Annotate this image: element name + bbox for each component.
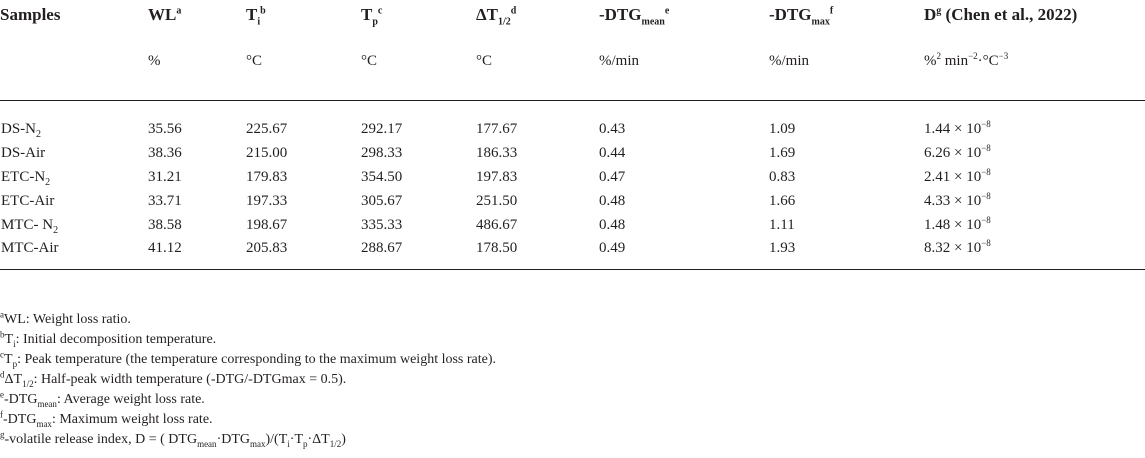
sample-cell: MTC- N2: [1, 216, 59, 236]
ti-cell: 198.67: [246, 216, 288, 233]
footnote-a: aWL: Weight loss ratio.: [0, 309, 131, 327]
tp-cell: 354.50: [361, 168, 403, 185]
header-samples: Samples: [0, 5, 61, 24]
dtg-mean-cell: 0.44: [599, 144, 626, 161]
dtg-max-cell: 1.93: [769, 237, 924, 270]
unit-samples: [0, 41, 148, 101]
table-row: DS-Air 38.36 215.00 298.33 186.33 0.44 1.69 6.2…: [0, 141, 1145, 165]
d-cell: 2.41 × 10−8: [924, 166, 991, 185]
wl-cell: 38.58: [148, 216, 182, 233]
footnote-d: dΔT1/2: Half-peak width temperature (-DT…: [0, 369, 347, 389]
d-cell: 1.44 × 10−8: [924, 118, 991, 137]
ti-cell: 215.00: [246, 144, 288, 161]
header-dt: ΔT1/2d: [476, 5, 517, 28]
wl-cell: 38.36: [148, 144, 182, 161]
d-cell: 8.32 × 10−8: [924, 237, 1145, 270]
header-d: Dg (Chen et al., 2022): [924, 5, 1078, 24]
header-dtg-max: -DTGmaxf: [769, 5, 834, 28]
d-cell: 4.33 × 10−8: [924, 190, 991, 209]
footnote-e: e-DTGmean: Average weight loss rate.: [0, 389, 205, 409]
table-row: ETC-Air 33.71 197.33 305.67 251.50 0.48 1.66 4.…: [0, 189, 1145, 213]
dtg-mean-cell: 0.48: [599, 216, 626, 233]
header-tp: Tpc: [361, 5, 383, 28]
unit-wl: %: [148, 41, 246, 101]
dtg-mean-cell: 0.43: [599, 120, 626, 137]
footnote-g: g-volatile release index, D = ( DTGmean·…: [0, 429, 346, 449]
dtg-max-cell: 1.66: [769, 192, 796, 209]
dt-cell: 177.67: [476, 120, 518, 137]
dtg-mean-cell: 0.49: [599, 237, 769, 270]
unit-dt: °C: [476, 41, 599, 101]
table-row: ETC-N2 31.21 179.83 354.50 197.83 0.47 0.83 2.4…: [0, 165, 1145, 189]
table-row: MTC- N2 38.58 198.67 335.33 486.67 0.48 1.11 1.…: [0, 213, 1145, 237]
wl-cell: 41.12: [148, 237, 246, 270]
table-row: DS-N2 35.56 225.67 292.17 177.67 0.43 1.09 1.44…: [0, 100, 1145, 141]
footnote-f: f-DTGmax: Maximum weight loss rate.: [0, 409, 213, 429]
ti-cell: 205.83: [246, 237, 361, 270]
header-ti: Tib: [246, 5, 266, 28]
dt-cell: 251.50: [476, 192, 518, 209]
dtg-max-cell: 1.11: [769, 216, 795, 233]
ti-cell: 179.83: [246, 168, 288, 185]
sample-cell: MTC-Air: [0, 237, 148, 270]
header-wl: WLa: [148, 5, 182, 24]
tp-cell: 305.67: [361, 192, 403, 209]
dt-cell: 486.67: [476, 216, 518, 233]
tp-cell: 335.33: [361, 216, 403, 233]
unit-tp: °C: [361, 41, 476, 101]
header-row: Samples WLa Tib Tpc ΔT1/2d -DTGmeane -DT…: [0, 0, 1145, 41]
dtg-max-cell: 1.69: [769, 144, 796, 161]
dtg-mean-cell: 0.47: [599, 168, 626, 185]
unit-dtg-max: %/min: [769, 41, 924, 101]
wl-cell: 31.21: [148, 168, 182, 185]
units-row: % °C °C °C %/min %/min %2 min−2·°C−3: [0, 41, 1145, 101]
data-table: Samples WLa Tib Tpc ΔT1/2d -DTGmeane -DT…: [0, 0, 1145, 270]
footnotes: aWL: Weight loss ratio. bTi: Initial dec…: [0, 310, 1145, 450]
sample-cell: DS-N2: [1, 120, 42, 140]
tp-cell: 292.17: [361, 120, 403, 137]
footnote-c: cTp: Peak temperature (the temperature c…: [0, 349, 497, 369]
dt-cell: 178.50: [476, 237, 599, 270]
tp-cell: 288.67: [361, 237, 476, 270]
dtg-mean-cell: 0.48: [599, 192, 626, 209]
unit-dtg-mean: %/min: [599, 41, 769, 101]
sample-cell: ETC-Air: [1, 192, 55, 209]
unit-ti: °C: [246, 41, 361, 101]
d-cell: 6.26 × 10−8: [924, 142, 991, 161]
dtg-max-cell: 0.83: [769, 168, 796, 185]
wl-cell: 33.71: [148, 192, 182, 209]
sample-cell: DS-Air: [1, 144, 46, 161]
header-dtg-mean: -DTGmeane: [599, 5, 670, 28]
footnote-b: bTi: Initial decomposition temperature.: [0, 329, 217, 349]
wl-cell: 35.56: [148, 120, 182, 137]
ti-cell: 225.67: [246, 120, 288, 137]
dt-cell: 186.33: [476, 144, 518, 161]
dtg-max-cell: 1.09: [769, 120, 796, 137]
unit-d: %2 min−2·°C−3: [924, 41, 1145, 101]
dt-cell: 197.83: [476, 168, 518, 185]
d-cell: 1.48 × 10−8: [924, 214, 991, 233]
table-row: MTC-Air 41.12 205.83 288.67 178.50 0.49 1.93 8.…: [0, 237, 1145, 270]
tp-cell: 298.33: [361, 144, 403, 161]
ti-cell: 197.33: [246, 192, 288, 209]
sample-cell: ETC-N2: [1, 168, 51, 188]
